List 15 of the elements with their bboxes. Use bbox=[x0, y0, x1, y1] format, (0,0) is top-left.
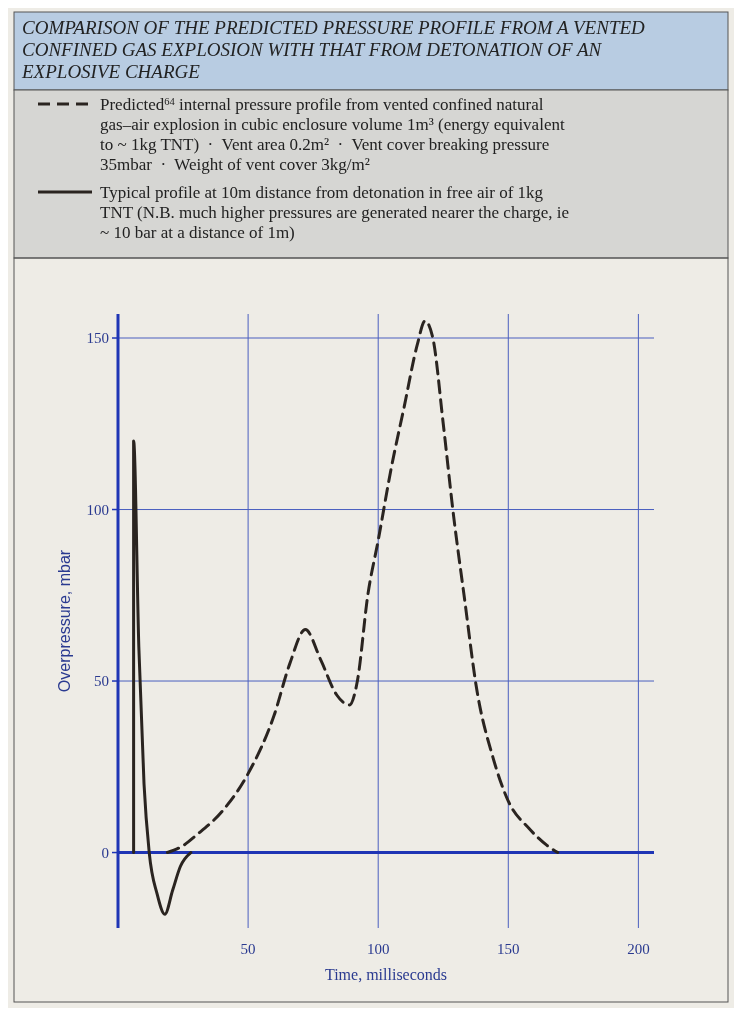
x-tick-label: 100 bbox=[366, 941, 390, 957]
y-tick-label: 0 bbox=[101, 844, 109, 861]
text: Predicted$^{64}$ internal pressure profile from vented confined natural gas–air explosion in cubic enclosure volume 1m³ (energy equivalent to ~ 1kg TNT) · Vent area 0.2m² · Vent cover breaking pressure 35mbar · Weight of vent cover 3kg/m² bbox=[100, 95, 565, 174]
x-axis-title: Time, milliseconds bbox=[324, 966, 448, 983]
line-series bbox=[132, 439, 193, 916]
x-tick-label: 50 bbox=[240, 941, 256, 957]
line-series bbox=[165, 319, 560, 855]
chart-title: COMPARISON OF THE PREDICTED PRESSURE PROFILE FROM A VENTED CONFINED GAS EXPLOSION WITH THAT FROM DETONATION OF AN EXPLOSIVE CHARGE bbox=[22, 17, 645, 82]
x-tick-label: 200 bbox=[627, 941, 650, 957]
x-tick-label: 150 bbox=[497, 941, 520, 957]
y-tick-label: 150 bbox=[86, 330, 109, 347]
text: Typical profile at 10m distance from detonation in free air of 1kg TNT (N.B. much higher pressures are generated nearer the charge, ie ~ 10 bar at a distance of 1m) bbox=[100, 183, 570, 242]
y-tick-label: 50 bbox=[94, 673, 109, 690]
y-tick-label: 100 bbox=[86, 501, 109, 518]
y-axis-title: Overpressure, mbar bbox=[56, 549, 73, 693]
